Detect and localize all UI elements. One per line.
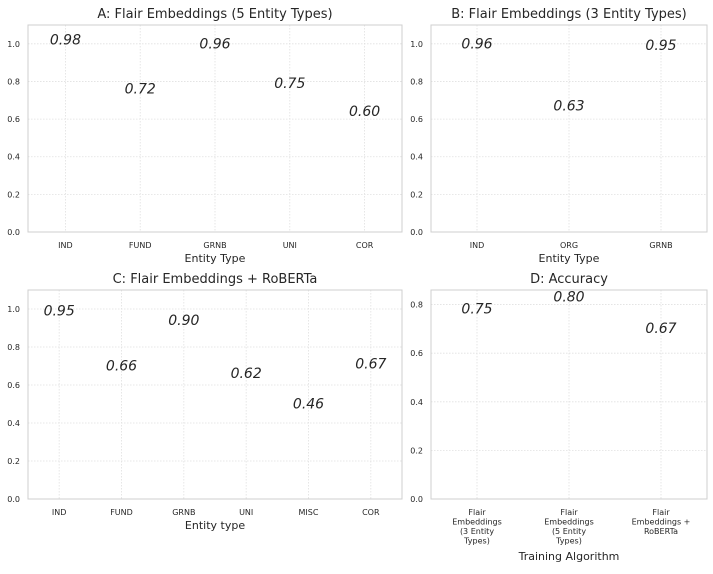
x-tick-label: FUND (129, 241, 152, 250)
x-axis-label: Entity Type (185, 252, 246, 265)
x-tick-label: IND (470, 241, 485, 250)
x-tick-label-line: Types) (555, 537, 582, 546)
panel-title: C: Flair Embeddings + RoBERTa (113, 272, 318, 287)
x-tick-label: FUND (110, 508, 133, 517)
bar-value-label: 0.67 (355, 357, 386, 373)
x-tick-label: Flair Embeddings + RoBERTa (632, 508, 691, 536)
bar-value-label: 0.98 (50, 33, 81, 49)
y-tick-label: 0.2 (7, 190, 20, 199)
plot-frame (430, 289, 708, 500)
panel-title: B: Flair Embeddings (3 Entity Types) (451, 7, 686, 22)
x-tick-label: GRNB (172, 508, 195, 517)
y-tick-label: 0.2 (7, 457, 20, 466)
x-tick-label-line: Types) (463, 537, 490, 546)
bar-value-label: 0.75 (461, 302, 492, 318)
panel-c-flair-roberta: C: Flair Embeddings + RoBERTa 0.0 0.2 0.4 0.… (7, 272, 403, 532)
y-tick-label: 0.0 (7, 495, 20, 504)
y-tick-label: 0.8 (410, 301, 423, 310)
x-tick-label-line: Embeddings (452, 518, 502, 527)
bar-value-label: 0.67 (645, 321, 676, 337)
bar-value-label: 0.60 (349, 104, 380, 120)
y-tick-label: 0.4 (7, 153, 20, 162)
x-tick-label: GRNB (203, 241, 226, 250)
y-tick-label: 0.0 (410, 228, 423, 237)
y-tick-label: 0.6 (7, 115, 20, 124)
x-tick-label-line: Embeddings (544, 518, 594, 527)
y-tick-label: 0.6 (410, 349, 423, 358)
panel-b-flair-3-types: B: Flair Embeddings (3 Entity Types) 0.0 0… (410, 7, 708, 265)
x-axis-label: Training Algorithm (518, 550, 620, 563)
x-tick-label: IND (52, 508, 67, 517)
bar-value-label: 0.80 (553, 290, 584, 306)
y-tick-label: 0.4 (410, 153, 423, 162)
y-tick-label: 0.4 (7, 419, 20, 428)
x-tick-label: UNI (239, 508, 253, 517)
bar-value-label: 0.96 (199, 36, 230, 52)
bar-value-label: 0.75 (274, 76, 305, 92)
y-tick-label: 0.2 (410, 446, 423, 455)
y-tick-label: 0.4 (410, 398, 423, 407)
y-tick-label: 0.0 (410, 495, 423, 504)
bar-value-label: 0.95 (645, 38, 676, 54)
x-tick-label: COR (356, 241, 374, 250)
x-tick-label: UNI (283, 241, 297, 250)
x-tick-label: IND (58, 241, 73, 250)
y-tick-label: 0.8 (7, 343, 20, 352)
plot-frame (27, 24, 403, 233)
bar-value-label: 0.66 (106, 359, 137, 375)
x-axis-label: Entity Type (539, 252, 600, 265)
y-tick-label: 0.0 (7, 228, 20, 237)
y-tick-label: 0.8 (7, 77, 20, 86)
y-tick-label: 0.6 (410, 115, 423, 124)
panel-title: D: Accuracy (530, 272, 608, 287)
bar-value-label: 0.63 (553, 98, 584, 114)
y-tick-label: 0.6 (7, 381, 20, 390)
plot-frame (27, 289, 403, 500)
x-tick-label-line: (3 Entity (460, 527, 494, 536)
x-tick-label-line: RoBERTa (644, 527, 678, 536)
x-tick-label: MISC (299, 508, 319, 517)
bar-value-label: 0.90 (168, 313, 199, 329)
x-tick-label: ORG (560, 241, 578, 250)
x-tick-label-line: Flair (560, 508, 578, 517)
x-tick-label: Flair Embeddings (3 Entity Types) (452, 508, 502, 546)
bar-value-label: 0.62 (231, 366, 262, 382)
panel-title: A: Flair Embeddings (5 Entity Types) (97, 7, 332, 22)
panel-a-flair-5-types: A: Flair Embeddings (5 Entity Types) 0.0 0… (7, 7, 403, 265)
y-tick-label: 1.0 (7, 40, 20, 49)
plot-frame (430, 24, 708, 233)
y-tick-label: 1.0 (7, 305, 20, 314)
x-tick-label-line: Embeddings + (632, 518, 691, 527)
x-tick-label: GRNB (649, 241, 672, 250)
y-tick-label: 1.0 (410, 40, 423, 49)
y-tick-label: 0.2 (410, 190, 423, 199)
bar-value-label: 0.95 (44, 304, 75, 320)
x-tick-label: Flair Embeddings (5 Entity Types) (544, 508, 594, 546)
x-tick-label-line: Flair (468, 508, 486, 517)
x-axis-label: Entity type (185, 519, 245, 532)
x-tick-label: COR (362, 508, 380, 517)
x-tick-label-line: (5 Entity (552, 527, 586, 536)
bar-value-label: 0.72 (125, 82, 156, 98)
y-tick-label: 0.8 (410, 77, 423, 86)
bar-value-label: 0.46 (293, 397, 324, 413)
bar-value-label: 0.96 (461, 36, 492, 52)
x-tick-label-line: Flair (652, 508, 670, 517)
